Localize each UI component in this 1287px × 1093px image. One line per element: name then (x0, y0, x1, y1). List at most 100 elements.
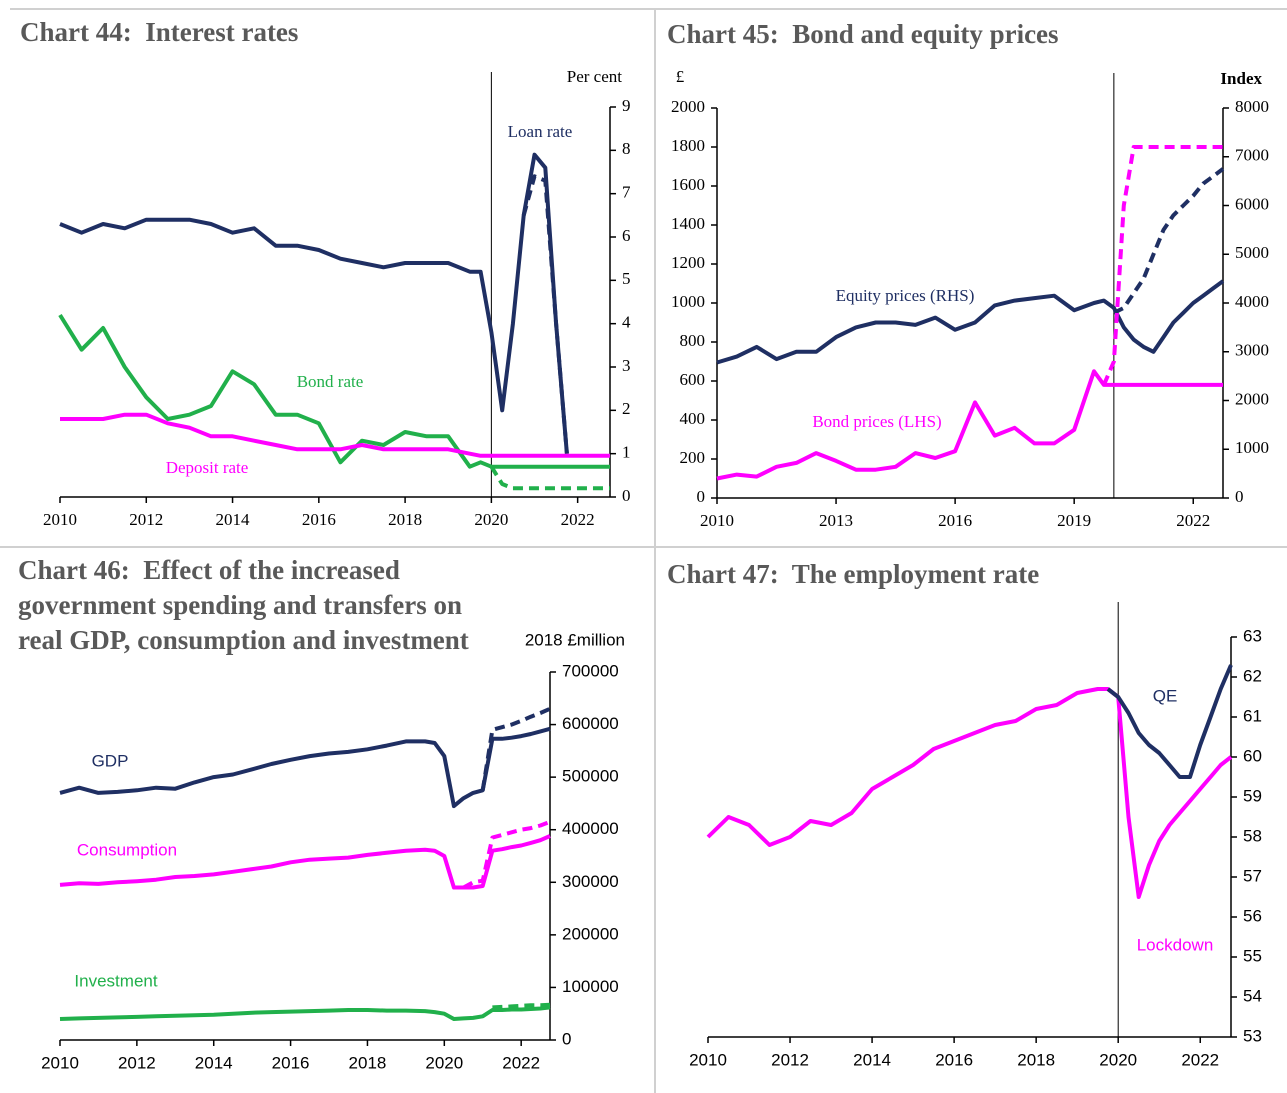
y-tick-label: 1800 (671, 136, 705, 155)
series-line (462, 819, 551, 890)
series-line (492, 1002, 551, 1010)
y-tick-label: 6 (622, 226, 631, 245)
y-axis-title: £ (676, 67, 685, 86)
x-tick-label: 2012 (118, 1053, 156, 1072)
y-tick-label: 55 (1243, 946, 1262, 965)
y-tick-label: 57 (1243, 866, 1262, 885)
y-tick-label: 4 (622, 313, 631, 332)
y2-axis-title: Index (1220, 69, 1262, 88)
y-tick-label: 1000 (671, 292, 705, 311)
x-tick-label: 2019 (1057, 511, 1091, 530)
y-tick-label: 600 (680, 370, 706, 389)
series-line (1106, 664, 1233, 779)
y-tick-label: 0 (562, 1029, 571, 1048)
y-tick-label: 7 (622, 183, 631, 202)
y-tick-label: 600000 (562, 714, 619, 733)
x-tick-label: 2016 (272, 1053, 310, 1072)
y-tick-label: 5000 (1235, 243, 1269, 262)
y-axis-title: 2018 £million (525, 630, 625, 649)
x-tick-label: 2022 (1181, 1050, 1219, 1069)
series-line (1102, 145, 1223, 386)
chart-title: Chart 44: Interest rates (20, 17, 299, 47)
y-tick-label: 100000 (562, 977, 619, 996)
x-tick-label: 2010 (43, 510, 77, 529)
y-tick-label: 1400 (671, 214, 705, 233)
y-tick-label: 0 (622, 486, 631, 505)
series-label: Deposit rate (166, 458, 249, 477)
y-tick-label: 2000 (1235, 389, 1269, 408)
series-label: Bond rate (297, 372, 364, 391)
x-tick-label: 2014 (853, 1050, 891, 1069)
chart-title: Chart 47: The employment rate (667, 559, 1040, 589)
series-label: Loan rate (508, 122, 573, 141)
series-line (59, 1005, 551, 1021)
y-tick-label: 9 (622, 96, 631, 115)
y-axis-title: Per cent (567, 67, 623, 86)
y-tick-label: 56 (1243, 906, 1262, 925)
x-tick-label: 2022 (1176, 511, 1210, 530)
y-tick-label: 8000 (1235, 97, 1269, 116)
series-line (59, 152, 569, 454)
x-tick-label: 2022 (502, 1053, 540, 1072)
x-tick-label: 2014 (195, 1053, 233, 1072)
series-line (489, 465, 610, 491)
y-tick-label: 800 (680, 331, 706, 350)
y-tick-label: 1000 (1235, 438, 1269, 457)
y-tick-label: 1600 (671, 175, 705, 194)
x-tick-label: 2016 (302, 510, 336, 529)
x-tick-label: 2018 (349, 1053, 387, 1072)
chart-title: Chart 45: Bond and equity prices (667, 19, 1059, 49)
y-tick-label: 4000 (1235, 292, 1269, 311)
y-tick-label: 0 (697, 487, 706, 506)
series-line (521, 174, 569, 454)
series-label: Equity prices (RHS) (836, 286, 975, 305)
y-tick-label: 2000 (671, 97, 705, 116)
y-tick-label: 63 (1243, 626, 1262, 645)
series-line (59, 726, 551, 809)
y-tick-label: 5 (622, 269, 631, 288)
x-tick-label: 2012 (771, 1050, 809, 1069)
y-tick-label: 8 (622, 139, 631, 158)
y-tick-label: 0 (1235, 487, 1244, 506)
y-tick-label: 2 (622, 399, 631, 418)
x-tick-label: 2020 (425, 1053, 463, 1072)
y-tick-label: 58 (1243, 826, 1262, 845)
x-tick-label: 2010 (700, 511, 734, 530)
y-tick-label: 400 (680, 409, 706, 428)
series-label: Lockdown (1137, 935, 1214, 954)
y-tick-label: 53 (1243, 1026, 1262, 1045)
y-tick-label: 200 (680, 448, 706, 467)
y-tick-label: 54 (1243, 986, 1262, 1005)
chart-title: Chart 46: Effect of the increased govern… (18, 555, 469, 655)
x-tick-label: 2018 (1017, 1050, 1055, 1069)
y-tick-label: 700000 (562, 661, 619, 680)
x-tick-label: 2010 (689, 1050, 727, 1069)
series-line (1113, 167, 1225, 315)
y-tick-label: 59 (1243, 786, 1262, 805)
x-tick-label: 2016 (938, 511, 972, 530)
y-tick-label: 60 (1243, 746, 1262, 765)
y-tick-label: 500000 (562, 767, 619, 786)
x-tick-label: 2013 (819, 511, 853, 530)
x-tick-label: 2018 (388, 510, 422, 529)
series-label: Investment (74, 971, 157, 990)
series-line (716, 369, 1223, 481)
series-line (706, 687, 1233, 899)
y-tick-label: 300000 (562, 872, 619, 891)
series-line (59, 834, 551, 890)
x-tick-label: 2016 (935, 1050, 973, 1069)
series-label: Consumption (77, 840, 177, 859)
series-line (60, 412, 610, 458)
series-line (480, 706, 551, 791)
y-tick-label: 6000 (1235, 194, 1269, 213)
x-tick-label: 2012 (129, 510, 163, 529)
y-tick-label: 3000 (1235, 341, 1269, 360)
series-line (58, 313, 610, 469)
series-label: Bond prices (LHS) (812, 412, 941, 431)
y-tick-label: 62 (1243, 666, 1262, 685)
y-tick-label: 61 (1243, 706, 1262, 725)
x-tick-label: 2020 (1099, 1050, 1137, 1069)
x-tick-label: 2014 (216, 510, 251, 529)
